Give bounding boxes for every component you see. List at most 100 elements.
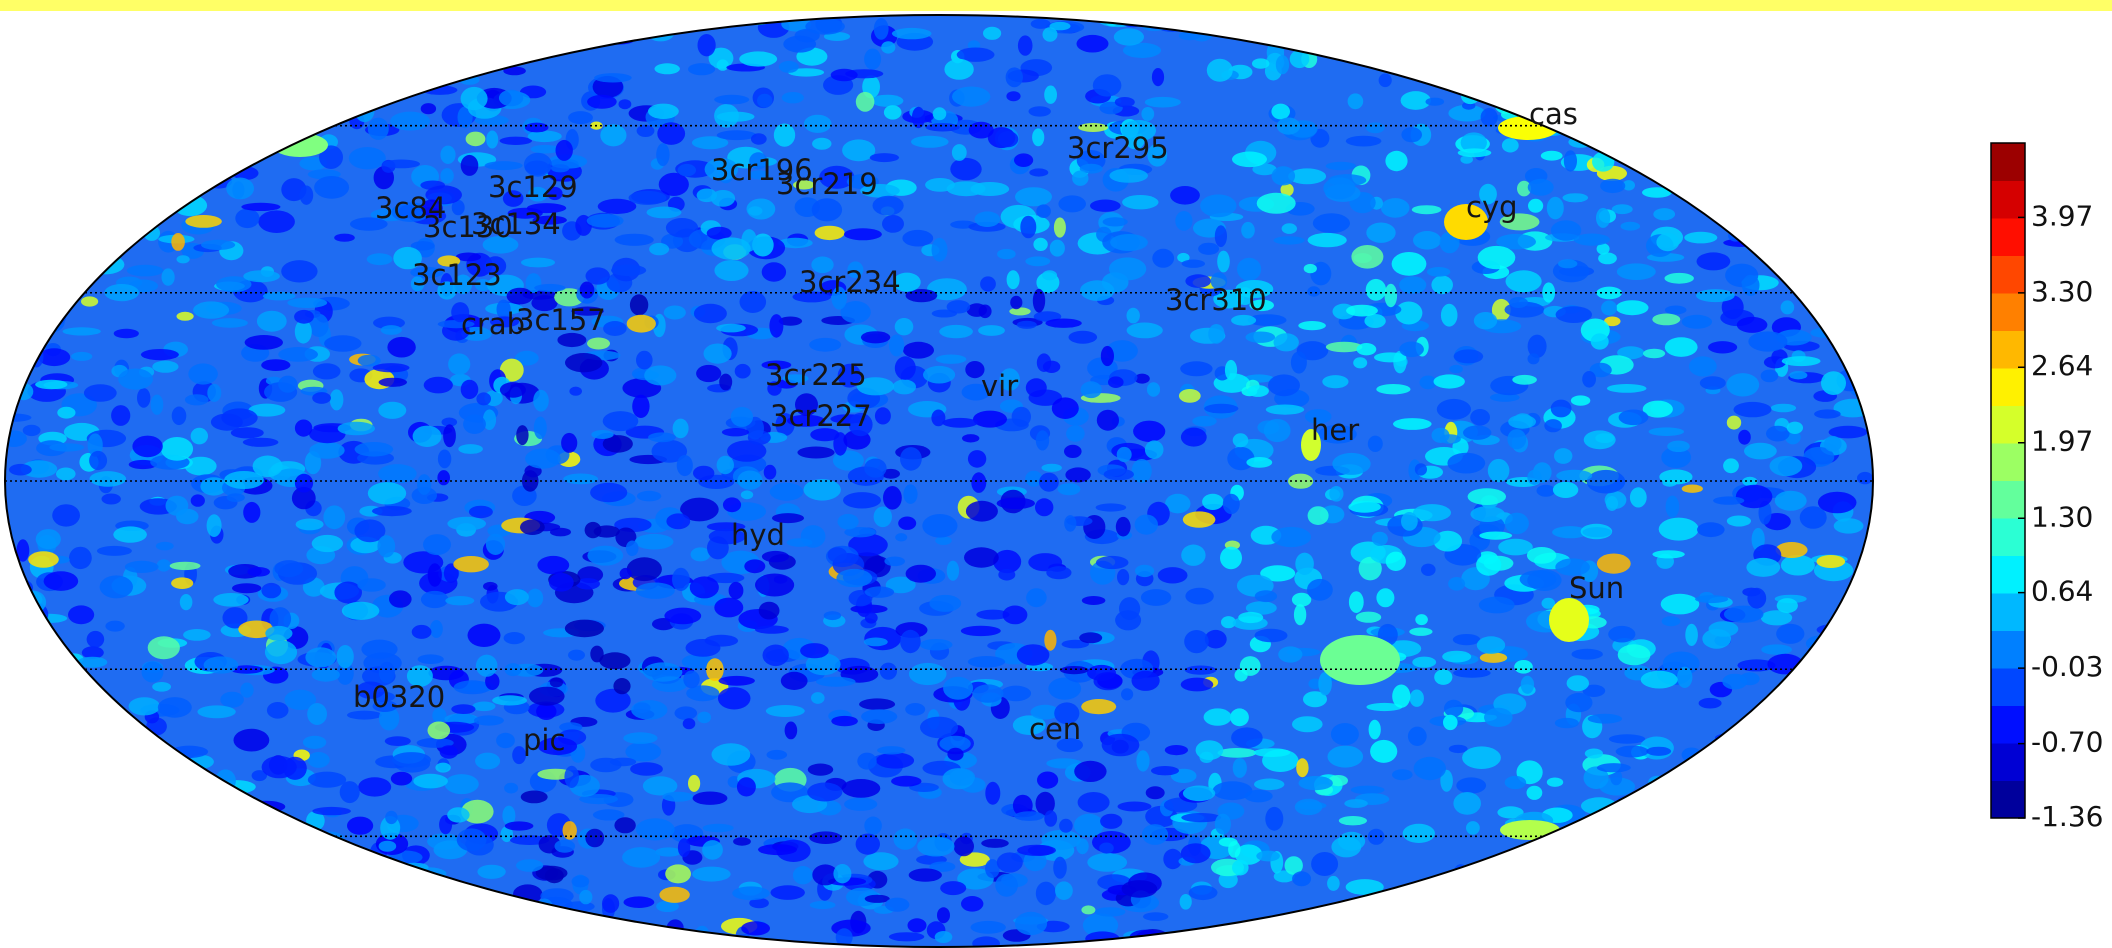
noise-blob — [655, 63, 680, 74]
noise-blob — [598, 199, 637, 214]
noise-blob — [1307, 286, 1320, 296]
noise-blob — [549, 573, 574, 592]
noise-blob — [1108, 376, 1124, 388]
noise-blob — [677, 455, 693, 476]
noise-blob — [330, 389, 344, 410]
noise-blob — [947, 748, 963, 761]
noise-blob — [998, 569, 1015, 581]
noise-blob — [1441, 304, 1458, 327]
noise-blob — [774, 124, 795, 147]
noise-blob — [287, 298, 327, 308]
noise-blob — [1528, 353, 1540, 364]
noise-blob — [1344, 799, 1368, 808]
noise-blob — [505, 821, 534, 830]
noise-blob — [1152, 249, 1174, 268]
colorbar-tick-label: 2.64 — [2031, 349, 2093, 382]
noise-blob — [1015, 912, 1047, 935]
source-label: 3c123 — [412, 258, 502, 292]
noise-blob — [1189, 885, 1218, 900]
noise-blob — [717, 112, 755, 122]
noise-blob — [1026, 378, 1047, 397]
noise-blob — [751, 133, 767, 144]
colorbar-band — [1991, 368, 2025, 406]
noise-blob — [1453, 792, 1481, 815]
noise-blob — [882, 215, 904, 233]
noise-blob — [1514, 660, 1533, 674]
noise-blob — [903, 484, 917, 504]
noise-blob — [1323, 177, 1355, 199]
noise-blob — [1588, 714, 1622, 724]
noise-blob — [1434, 669, 1452, 685]
noise-blob — [1122, 880, 1158, 898]
noise-blob — [771, 885, 805, 900]
noise-blob — [1, 430, 27, 447]
noise-blob — [1356, 612, 1381, 623]
noise-blob — [1662, 479, 1677, 487]
noise-blob — [1029, 168, 1048, 176]
noise-blob — [314, 176, 349, 199]
noise-blob — [656, 143, 669, 166]
noise-blob — [1220, 547, 1242, 570]
noise-blob — [1117, 569, 1129, 585]
noise-blob — [1621, 222, 1641, 231]
noise-blob — [874, 507, 892, 528]
noise-blob — [177, 312, 194, 321]
bright-spot — [1320, 635, 1400, 685]
noise-blob — [997, 249, 1016, 259]
noise-blob — [1399, 276, 1426, 294]
noise-blob — [207, 514, 222, 537]
noise-blob — [265, 640, 297, 664]
noise-blob — [613, 678, 630, 694]
noise-blob — [1596, 208, 1610, 228]
noise-blob — [1045, 319, 1081, 328]
noise-blob — [197, 705, 235, 718]
noise-blob — [594, 73, 632, 82]
noise-blob — [1185, 588, 1213, 605]
noise-blob — [711, 190, 735, 207]
noise-blob — [1709, 621, 1739, 637]
noise-blob — [895, 533, 907, 541]
noise-blob — [1026, 588, 1047, 607]
noise-blob — [300, 186, 314, 205]
noise-blob — [920, 717, 958, 739]
noise-blob — [1544, 419, 1562, 432]
noise-blob — [1466, 821, 1480, 835]
noise-blob — [1165, 745, 1188, 755]
noise-blob — [1843, 601, 1871, 613]
noise-blob — [385, 736, 411, 746]
noise-blob — [1642, 161, 1669, 178]
noise-blob — [833, 864, 851, 883]
noise-blob — [1401, 512, 1418, 531]
noise-blob — [569, 387, 582, 396]
noise-blob — [1673, 767, 1702, 776]
noise-blob — [762, 262, 786, 282]
noise-blob — [966, 501, 998, 522]
noise-blob — [1392, 685, 1410, 708]
noise-blob — [475, 753, 500, 770]
noise-blob — [1215, 814, 1231, 835]
noise-blob — [35, 380, 67, 389]
noise-blob — [1684, 232, 1717, 244]
noise-blob — [1232, 860, 1249, 876]
noise-blob — [648, 104, 679, 119]
noise-blob — [843, 492, 881, 508]
noise-blob — [1454, 349, 1484, 363]
noise-blob — [1748, 331, 1787, 351]
noise-blob — [391, 772, 412, 786]
noise-blob — [565, 353, 602, 372]
noise-blob — [1044, 630, 1056, 651]
noise-blob — [952, 87, 990, 107]
noise-blob — [49, 443, 84, 451]
noise-blob — [704, 344, 732, 364]
noise-blob — [373, 363, 410, 372]
noise-blob — [864, 49, 881, 70]
source-label: 3cr295 — [1067, 131, 1169, 165]
noise-blob — [1697, 252, 1731, 270]
noise-blob — [243, 438, 279, 447]
noise-blob — [1618, 644, 1651, 665]
noise-blob — [1556, 306, 1592, 323]
noise-blob — [84, 384, 117, 402]
noise-blob — [413, 426, 442, 447]
noise-blob — [1442, 651, 1471, 663]
noise-blob — [1746, 558, 1780, 577]
